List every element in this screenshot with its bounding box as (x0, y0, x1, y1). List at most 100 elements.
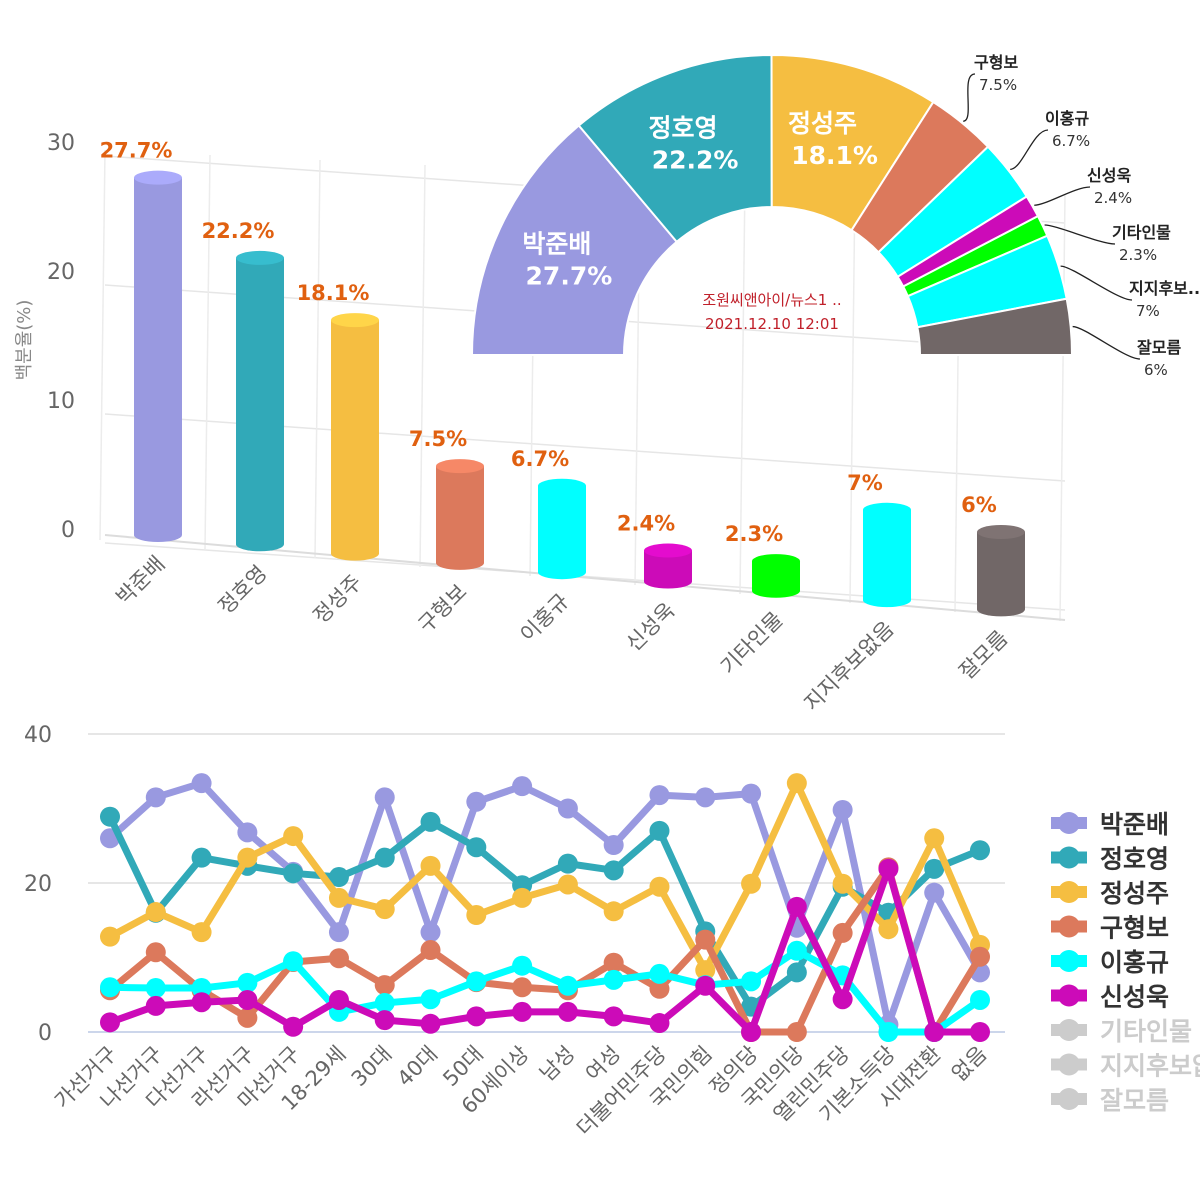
data-point (374, 847, 395, 868)
data-point (832, 799, 853, 820)
legend-marker-icon (1058, 915, 1080, 938)
data-point (649, 785, 670, 806)
bar-cylinder (134, 177, 182, 543)
donut-slice-name: 지지후보... (1129, 279, 1200, 298)
data-point (603, 860, 624, 881)
y-tick-label: 10 (47, 389, 75, 414)
data-point (878, 919, 899, 940)
donut-center-text: 2021.12.10 12:01 (705, 315, 839, 333)
bar-category-label: 지지후보없음 (800, 617, 899, 716)
donut-slice-name: 신성욱 (1087, 166, 1131, 185)
donut-slice-name: 정호영 (649, 114, 718, 143)
donut-connector (1010, 129, 1049, 171)
data-point (100, 926, 120, 947)
data-point (970, 946, 990, 967)
bar-top (863, 502, 911, 517)
bar-기타인물: 2.3% 기타인물 (716, 522, 800, 679)
bar-top (236, 250, 284, 265)
data-point (970, 1022, 990, 1042)
data-point (420, 989, 441, 1010)
donut-slice-name: 잘모름 (1137, 338, 1181, 357)
bar-category-label: 기타인물 (716, 607, 788, 679)
bar-cylinder (644, 550, 692, 589)
data-point (466, 1006, 487, 1027)
legend-label: 잘모름 (1100, 1086, 1169, 1115)
x-tick-label: 30대 (347, 1042, 397, 1092)
legend-item-신성욱[interactable]: 신성욱 (1051, 983, 1169, 1012)
data-point (970, 840, 990, 861)
data-point (603, 901, 624, 922)
bar-top (134, 170, 182, 185)
bar-chart-y-axis: 0 10 20 30 (47, 131, 75, 543)
legend-item-지지후보없음[interactable]: 지지후보없음 (1051, 1052, 1200, 1081)
data-point (374, 899, 395, 920)
y-tick-label: 30 (47, 131, 75, 156)
y-tick-label: 20 (24, 872, 52, 897)
data-point (557, 798, 578, 819)
grid-line (419, 164, 426, 568)
line-chart-grid: 0 20 40 (24, 723, 1005, 1046)
data-point (695, 787, 716, 808)
legend-item-기타인물[interactable]: 기타인물 (1051, 1017, 1192, 1046)
data-point (924, 828, 945, 849)
data-point (786, 896, 807, 917)
bar-cylinder (863, 509, 911, 608)
legend-marker-icon (1058, 950, 1080, 972)
bar-data-label: 6% (961, 493, 997, 517)
data-point (741, 783, 762, 804)
data-point (145, 787, 166, 808)
data-point (557, 853, 578, 874)
legend-label: 기타인물 (1100, 1017, 1192, 1046)
data-point (283, 951, 304, 972)
data-point (557, 975, 578, 996)
bar-category-label: 구형보 (414, 579, 472, 637)
donut-slice-value: 2.3% (1119, 246, 1157, 264)
donut-slice-잘모름: 잘모름 6% (916, 297, 1181, 379)
bar-data-label: 22.2% (202, 219, 275, 243)
legend-marker-icon (1058, 1088, 1080, 1110)
bar-chart-y-axis-label: 백분율(%) (14, 300, 35, 381)
donut-slice-name: 박준배 (522, 229, 591, 258)
legend-item-이홍규[interactable]: 이홍규 (1051, 948, 1169, 977)
data-point (328, 989, 349, 1010)
donut-slice-지지후보...: 지지후보... 7% (906, 234, 1200, 329)
data-point (374, 975, 395, 996)
donut-slice-정호영: 정호영 22.2% (577, 53, 773, 244)
bar-category-label: 박준배 (112, 552, 170, 610)
data-point (649, 963, 670, 984)
bar-잘모름: 6% 잘모름 (955, 493, 1025, 684)
data-point (328, 922, 349, 943)
legend-item-잘모름[interactable]: 잘모름 (1051, 1086, 1169, 1115)
legend-item-정호영[interactable]: 정호영 (1051, 845, 1169, 874)
bar-cylinder (752, 561, 800, 598)
donut-slice-value: 22.2% (652, 146, 739, 175)
legend-item-박준배[interactable]: 박준배 (1051, 810, 1169, 839)
legend-item-정성주[interactable]: 정성주 (1051, 879, 1169, 908)
data-point (466, 791, 487, 812)
grid-line (314, 159, 321, 559)
donut-slice-name: 구형보 (974, 53, 1018, 72)
data-point (603, 835, 624, 856)
legend-marker-icon (1058, 984, 1080, 1007)
donut-slice-value: 2.4% (1094, 189, 1132, 207)
data-point (924, 882, 945, 903)
data-point (145, 942, 166, 963)
donut-slice-name: 정성주 (788, 109, 857, 138)
legend-marker-icon (1058, 1053, 1080, 1076)
data-point (420, 922, 441, 943)
bar-cylinder (977, 532, 1025, 617)
data-point (649, 1013, 670, 1034)
legend-item-구형보[interactable]: 구형보 (1051, 914, 1169, 943)
data-point (557, 1001, 578, 1022)
donut-slice-value: 27.7% (526, 261, 613, 290)
legend-label: 정성주 (1100, 879, 1169, 908)
data-point (741, 1022, 762, 1042)
data-point (100, 977, 120, 998)
legend-marker-icon (1058, 846, 1080, 869)
data-point (512, 977, 533, 998)
donut-slice-name: 기타인물 (1112, 223, 1171, 242)
donut-slice (916, 297, 1074, 356)
data-point (145, 995, 166, 1016)
bar-정호영: 22.2% 정호영 (202, 219, 284, 619)
